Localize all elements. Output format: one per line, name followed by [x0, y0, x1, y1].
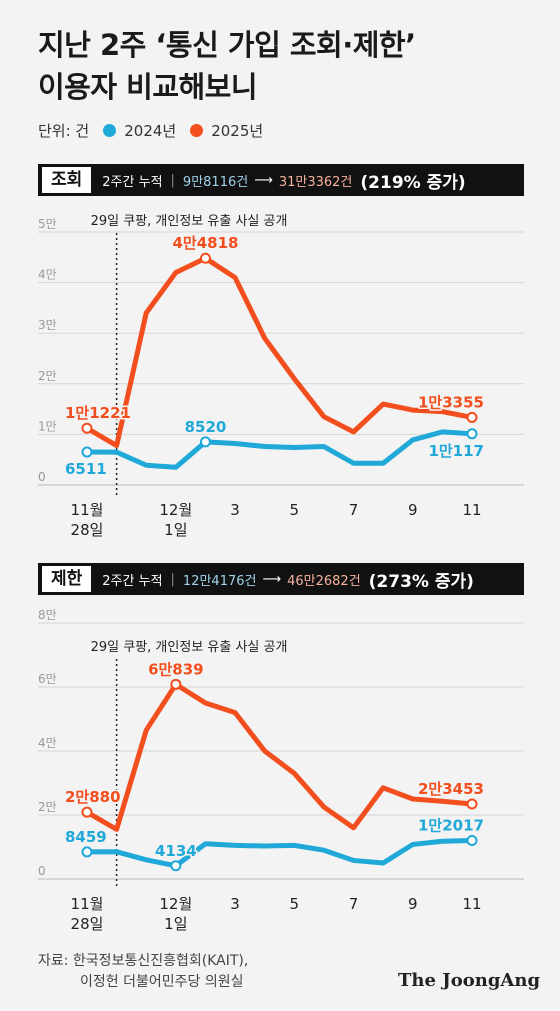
event-annotation: 29일 쿠팡, 개인정보 유출 사실 공개	[91, 214, 288, 229]
x-tick-label-2: 28일	[71, 521, 104, 539]
y-tick-label: 2만	[38, 369, 57, 383]
summary-2025: 46만2682건	[287, 573, 361, 589]
legend-label-2024: 2024년	[124, 122, 177, 140]
chart-restriction: 0 2만 4만 6만 8만 29일 쿠팡, 개인정보 유출 사실 공개 11월 28일 12월 1…	[38, 608, 524, 933]
data-label: 1만117	[428, 442, 484, 460]
y-tick-label: 8만	[38, 608, 57, 622]
arrow-icon: ⟶	[254, 172, 273, 188]
panel-header-inquiry: 조회 2주간 누적 | 9만8116건 ⟶ 31만3362건 (219% 증가)	[38, 164, 524, 196]
x-tick-label: 11	[462, 895, 481, 913]
x-tick-label: 12월	[159, 895, 192, 913]
data-label: 4만4818	[172, 234, 238, 252]
data-point	[199, 252, 211, 264]
chart-title: 지난 2주 ‘통신 가입 조회·제한’ 이용자 비교해보니	[38, 24, 416, 108]
data-point	[81, 446, 93, 458]
summary-prefix: 2주간 누적	[102, 174, 163, 190]
separator: |	[170, 571, 175, 587]
x-tick-label-2: 1일	[164, 521, 187, 539]
summary-percent: (219% 증가)	[360, 172, 466, 193]
summary-prefix: 2주간 누적	[102, 573, 163, 589]
x-tick-label: 3	[230, 501, 240, 519]
title-line-2: 이용자 비교해보니	[38, 70, 258, 104]
data-label: 6511	[65, 460, 107, 478]
data-label: 1만2017	[418, 817, 484, 835]
data-label: 4134	[155, 842, 197, 860]
legend-label-2025: 2025년	[211, 122, 264, 140]
data-point	[170, 860, 182, 872]
x-tick-label: 11	[462, 501, 481, 519]
data-point	[81, 846, 93, 858]
x-tick-label: 7	[349, 895, 359, 913]
legend: 단위: 건 2024년 2025년	[38, 120, 263, 141]
series-line-2024	[84, 429, 475, 470]
y-tick-label: 5만	[38, 217, 57, 231]
source-note: 자료: 한국정보통신진흥협회(KAIT), 이정헌 더불어민주당 의원실	[38, 951, 248, 993]
series-line-2025	[84, 681, 475, 832]
panel-tag: 제한	[41, 565, 93, 593]
x-tick-label: 12월	[159, 501, 192, 519]
data-point	[199, 436, 211, 448]
y-tick-label: 1만	[38, 419, 57, 433]
unit-label: 단위: 건	[38, 122, 90, 140]
x-tick-label: 5	[290, 895, 300, 913]
x-tick-label: 11월	[71, 501, 104, 519]
data-label: 2만880	[65, 788, 121, 806]
data-label: 2만3453	[418, 780, 484, 798]
event-annotation: 29일 쿠팡, 개인정보 유출 사실 공개	[91, 640, 288, 655]
data-point	[81, 806, 93, 818]
summary-2024: 9만8116건	[182, 174, 249, 190]
series-line-2024	[84, 838, 475, 869]
legend-dot-2024	[103, 124, 117, 137]
data-label: 1만3355	[418, 393, 484, 411]
source-line-1: 자료: 한국정보통신진흥협회(KAIT),	[38, 953, 249, 969]
x-tick-label: 9	[408, 895, 418, 913]
y-tick-label: 0	[38, 470, 46, 484]
summary-percent: (273% 증가)	[368, 571, 474, 592]
separator: |	[170, 172, 175, 188]
data-point	[170, 678, 182, 690]
data-point	[466, 411, 478, 423]
y-tick-label: 4만	[38, 736, 57, 750]
y-tick-label: 6만	[38, 672, 57, 686]
source-line-2: 이정헌 더불어민주당 의원실	[80, 974, 244, 990]
x-tick-label: 9	[408, 501, 418, 519]
data-point	[466, 428, 478, 440]
chart-inquiry: 0 1만 2만 3만 4만 5만 29일 쿠팡, 개인정보 유출 사실 공개 11월 28일 12…	[38, 214, 524, 539]
series-line-2025	[84, 255, 475, 449]
x-tick-label-2: 28일	[71, 915, 104, 933]
x-tick-label: 7	[349, 501, 359, 519]
data-point	[466, 798, 478, 810]
brand-logo: The JoongAng	[398, 970, 541, 991]
y-tick-label: 4만	[38, 268, 57, 282]
y-tick-label: 2만	[38, 800, 57, 814]
data-label: 1만1221	[65, 404, 131, 422]
legend-dot-2025	[190, 124, 204, 137]
y-tick-label: 0	[38, 864, 46, 878]
arrow-icon: ⟶	[262, 571, 282, 587]
x-tick-label-2: 1일	[164, 915, 187, 933]
x-tick-label: 3	[230, 895, 240, 913]
y-tick-label: 3만	[38, 318, 57, 332]
data-label: 8459	[65, 828, 107, 846]
panel-header-restriction: 제한 2주간 누적 | 12만4176건 ⟶ 46만2682건 (273% 증가…	[38, 563, 524, 595]
title-line-1: 지난 2주 ‘통신 가입 조회·제한’	[38, 28, 416, 62]
panel-tag: 조회	[41, 166, 93, 194]
summary-2025: 31만3362건	[278, 174, 353, 190]
data-label: 8520	[185, 418, 227, 436]
summary-2024: 12만4176건	[182, 573, 257, 589]
data-point	[466, 835, 478, 847]
data-point	[81, 422, 93, 434]
data-label: 6만839	[148, 660, 204, 678]
x-tick-label: 5	[290, 501, 300, 519]
x-tick-label: 11월	[71, 895, 104, 913]
